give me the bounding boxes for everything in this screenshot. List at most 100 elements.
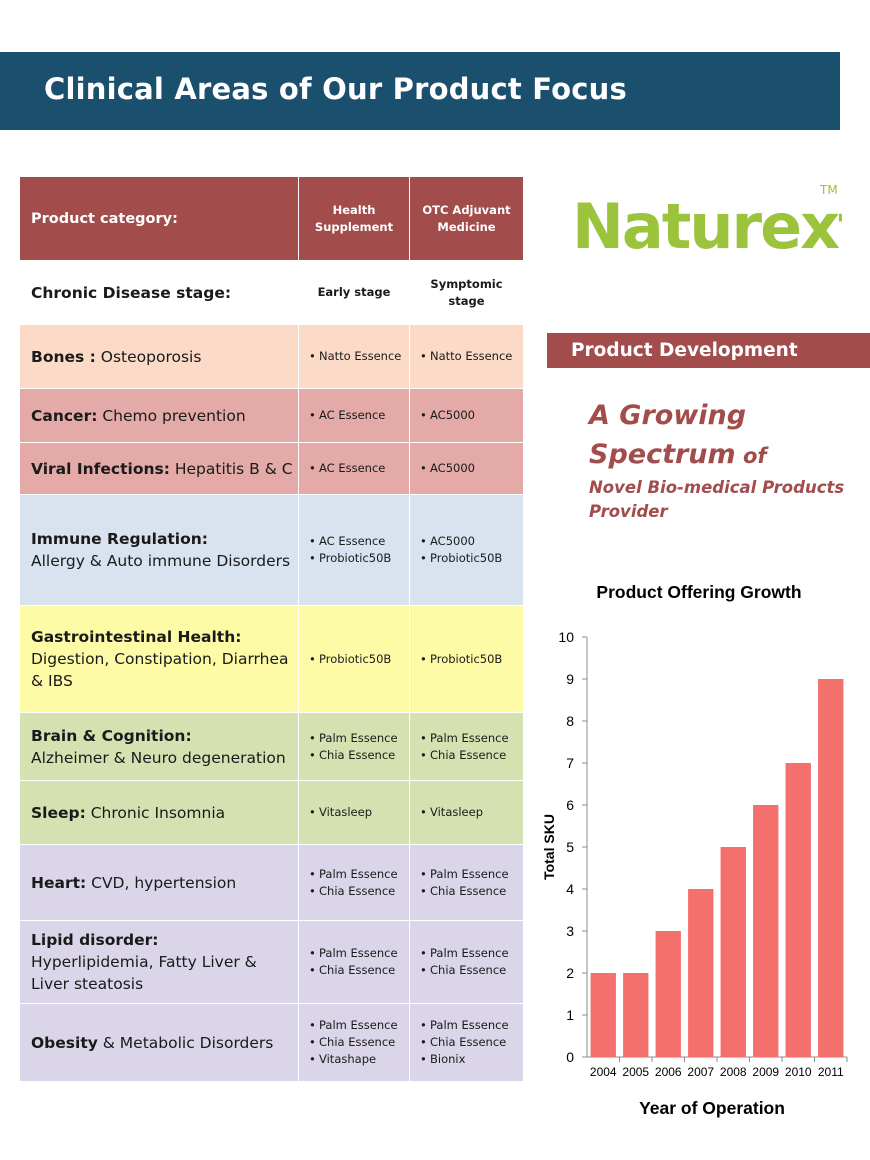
- product-focus-table: Product category: Health Supplement OTC …: [19, 176, 524, 1082]
- row-detail: Hepatitis B & C: [169, 459, 293, 478]
- list-item: Chia Essence: [309, 883, 405, 900]
- page-title: Clinical Areas of Our Product Focus: [44, 72, 627, 106]
- bar-2010: [785, 763, 811, 1057]
- bar-2009: [753, 805, 779, 1057]
- otc-medicine-cell: Palm EssenceChia Essence: [409, 844, 524, 921]
- list-item: Probiotic50B: [420, 550, 519, 567]
- row-title: Lipid disorder:: [31, 931, 159, 949]
- table-row: Brain & Cognition: Alzheimer & Neuro dege…: [19, 712, 524, 781]
- table-row: Viral Infections: Hepatitis B & C AC Ess…: [19, 442, 524, 495]
- health-supplement-cell: Palm EssenceChia EssenceVitashape: [298, 1003, 410, 1082]
- chart-svg: Product Offering Growth Total SKU Year o…: [541, 582, 848, 1118]
- otc-medicine-cell: AC5000Probiotic50B: [409, 494, 524, 606]
- list-item: AC Essence: [309, 460, 405, 477]
- otc-medicine-cell: Palm EssenceChia EssenceBionix: [409, 1003, 524, 1082]
- product-category-label: Product category:: [19, 176, 299, 261]
- list-item: Palm Essence: [420, 730, 519, 747]
- y-tick-label: 9: [566, 671, 574, 687]
- table-row: Cancer: Chemo prevention AC Essence AC50…: [19, 388, 524, 443]
- row-title: Viral Infections:: [31, 459, 170, 478]
- row-detail: Digestion, Constipation, Diarrhea & IBS: [31, 650, 289, 690]
- otc-medicine-cell: AC5000: [409, 388, 524, 443]
- otc-medicine-cell: Vitasleep: [409, 780, 524, 845]
- list-item: AC5000: [420, 533, 519, 550]
- y-tick-label: 5: [566, 839, 574, 855]
- list-item: Natto Essence: [420, 348, 519, 365]
- list-item: Probiotic50B: [309, 651, 405, 668]
- bar-2008: [720, 847, 746, 1057]
- row-label: Gastrointestinal Health: Digestion, Const…: [19, 605, 299, 713]
- bar-2011: [818, 679, 844, 1057]
- otc-medicine-cell: AC5000: [409, 442, 524, 495]
- row-detail: Hyperlipidemia, Fatty Liver & Liver stea…: [31, 953, 257, 993]
- row-title: Cancer:: [31, 406, 98, 425]
- list-item: Chia Essence: [309, 747, 405, 764]
- list-item: Chia Essence: [309, 962, 405, 979]
- y-tick-label: 6: [566, 797, 574, 813]
- table-row: Immune Regulation: Allergy & Auto immune …: [19, 494, 524, 606]
- otc-medicine-cell: Palm EssenceChia Essence: [409, 712, 524, 781]
- health-supplement-cell: Palm EssenceChia Essence: [298, 844, 410, 921]
- list-item: Chia Essence: [420, 747, 519, 764]
- stage-early: Early stage: [298, 260, 410, 325]
- y-tick-label: 4: [566, 881, 574, 897]
- headline-line-1: A Growing: [589, 400, 747, 431]
- table-row: Gastrointestinal Health: Digestion, Const…: [19, 605, 524, 713]
- row-label: Immune Regulation: Allergy & Auto immune …: [19, 494, 299, 606]
- y-tick-label: 8: [566, 713, 574, 729]
- title-bar: Clinical Areas of Our Product Focus: [0, 52, 840, 130]
- table-row: Heart: CVD, hypertension Palm EssenceChi…: [19, 844, 524, 921]
- health-supplement-cell: AC Essence: [298, 388, 410, 443]
- chart-title: Product Offering Growth: [596, 582, 801, 602]
- bar-2006: [655, 931, 681, 1057]
- otc-medicine-header: OTC Adjuvant Medicine: [409, 176, 524, 261]
- product-offering-growth-chart: Product Offering Growth Total SKU Year o…: [535, 570, 870, 1130]
- y-tick-label: 2: [566, 965, 574, 981]
- list-item: Palm Essence: [309, 730, 405, 747]
- row-title: Brain & Cognition:: [31, 726, 192, 745]
- x-tick-label: 2005: [622, 1065, 649, 1079]
- row-detail: Chronic Insomnia: [85, 803, 226, 822]
- list-item: Palm Essence: [420, 866, 519, 883]
- row-label: Lipid disorder: Hyperlipidemia, Fatty Liv…: [19, 920, 299, 1004]
- otc-medicine-cell: Palm EssenceChia Essence: [409, 920, 524, 1004]
- list-item: Vitasleep: [420, 804, 519, 821]
- headline-line-2: Spectrum of: [589, 435, 859, 476]
- health-supplement-cell: Palm EssenceChia Essence: [298, 712, 410, 781]
- table-row: Lipid disorder: Hyperlipidemia, Fatty Liv…: [19, 920, 524, 1004]
- row-label: Sleep: Chronic Insomnia: [19, 780, 299, 845]
- list-item: AC5000: [420, 460, 519, 477]
- health-supplement-cell: AC EssenceProbiotic50B: [298, 494, 410, 606]
- y-tick-label: 7: [566, 755, 574, 771]
- list-item: Palm Essence: [420, 1017, 519, 1034]
- row-title: Gastrointestinal Health:: [31, 628, 242, 646]
- list-item: Chia Essence: [309, 1034, 405, 1051]
- x-tick-label: 2010: [785, 1065, 812, 1079]
- chart-marks: 0 1 2 3 4 5 6 7 8 9 10 2004 2005 2006 2007 2008 2009 2010…: [558, 629, 848, 1079]
- health-supplement-cell: Palm EssenceChia Essence: [298, 920, 410, 1004]
- list-item: AC5000: [420, 407, 519, 424]
- y-tick-label: 10: [558, 629, 574, 645]
- row-label: Bones : Osteoporosis: [19, 324, 299, 389]
- chart-x-axis-label: Year of Operation: [639, 1098, 785, 1118]
- logo-trademark: TM: [819, 183, 838, 197]
- health-supplement-cell: Natto Essence: [298, 324, 410, 389]
- bar-2005: [623, 973, 649, 1057]
- row-title: Sleep:: [31, 803, 86, 822]
- list-item: Vitashape: [309, 1051, 405, 1068]
- logo-graphic: Naturext TM: [572, 183, 869, 263]
- health-supplement-cell: Probiotic50B: [298, 605, 410, 713]
- list-item: Chia Essence: [420, 883, 519, 900]
- row-label: Cancer: Chemo prevention: [19, 388, 299, 443]
- stage-label: Chronic Disease stage:: [19, 260, 299, 325]
- y-tick-label: 3: [566, 923, 574, 939]
- table-header-row: Product category: Health Supplement OTC …: [19, 176, 524, 261]
- list-item: Chia Essence: [420, 1034, 519, 1051]
- x-tick-label: 2004: [590, 1065, 617, 1079]
- health-supplement-header: Health Supplement: [298, 176, 410, 261]
- table-row: Obesity & Metabolic Disorders Palm Essen…: [19, 1003, 524, 1082]
- table-row: Sleep: Chronic Insomnia Vitasleep Vitasl…: [19, 780, 524, 845]
- headline-line-3: Novel Bio-medical Products Provider: [589, 478, 845, 521]
- row-label: Viral Infections: Hepatitis B & C: [19, 442, 299, 495]
- list-item: Palm Essence: [420, 945, 519, 962]
